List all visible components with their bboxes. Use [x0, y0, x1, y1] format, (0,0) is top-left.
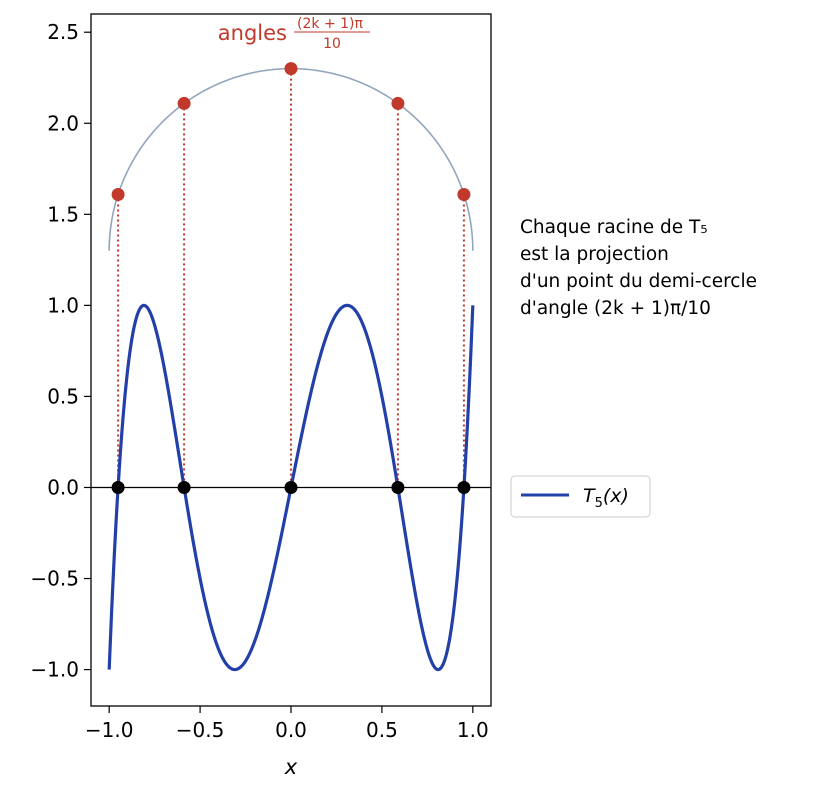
legend: T5(x) [510, 475, 651, 518]
annotation-fraction-denominator: 10 [323, 36, 341, 52]
circle-point [457, 187, 471, 201]
x-axis-label: x [284, 755, 298, 779]
side-note-line-4: d'angle (2k + 1)π/10 [520, 298, 711, 319]
root-point [457, 480, 471, 494]
side-note-line-3: d'un point du demi-cercle [520, 271, 757, 292]
annotation-title: angles (2k + 1)π 10 [218, 16, 370, 52]
x-tick-label: 0.5 [366, 718, 398, 742]
annotation-angles-label: angles [218, 21, 287, 45]
y-tick-label: 1.0 [47, 293, 79, 317]
side-note-line-2: est la projection [520, 244, 669, 265]
plot-area [91, 62, 491, 672]
side-note: Chaque racine de T₅ est la projection d'… [520, 217, 757, 319]
root-point [391, 480, 405, 494]
annotation-fraction-numerator: (2k + 1)π [297, 16, 363, 32]
y-tick-label: −0.5 [30, 567, 79, 591]
y-tick-label: −1.0 [30, 658, 79, 682]
root-point [177, 480, 191, 494]
x-tick-label: −1.0 [85, 718, 134, 742]
circle-point [391, 96, 405, 110]
y-tick-label: 2.0 [47, 111, 79, 135]
side-note-line-1: Chaque racine de T₅ [520, 217, 708, 238]
root-point [284, 480, 298, 494]
x-tick-label: −0.5 [176, 718, 225, 742]
legend-label: T5(x) [583, 485, 629, 511]
y-tick-label: 0.5 [47, 384, 79, 408]
circle-point [284, 62, 298, 76]
x-tick-label: 0.0 [275, 718, 307, 742]
y-tick-label: 0.0 [47, 475, 79, 499]
root-point [111, 480, 125, 494]
circle-point [111, 187, 125, 201]
legend-frame [510, 475, 651, 518]
axes: −1.0 −0.5 0.0 0.5 1.0 −1.0 −0.5 0.0 0.5 1.0 1.5 2.0… [30, 13, 492, 779]
y-tick-label: 2.5 [47, 20, 79, 44]
y-tick-label: 1.5 [47, 202, 79, 226]
x-tick-label: 1.0 [457, 718, 489, 742]
circle-point [177, 96, 191, 110]
